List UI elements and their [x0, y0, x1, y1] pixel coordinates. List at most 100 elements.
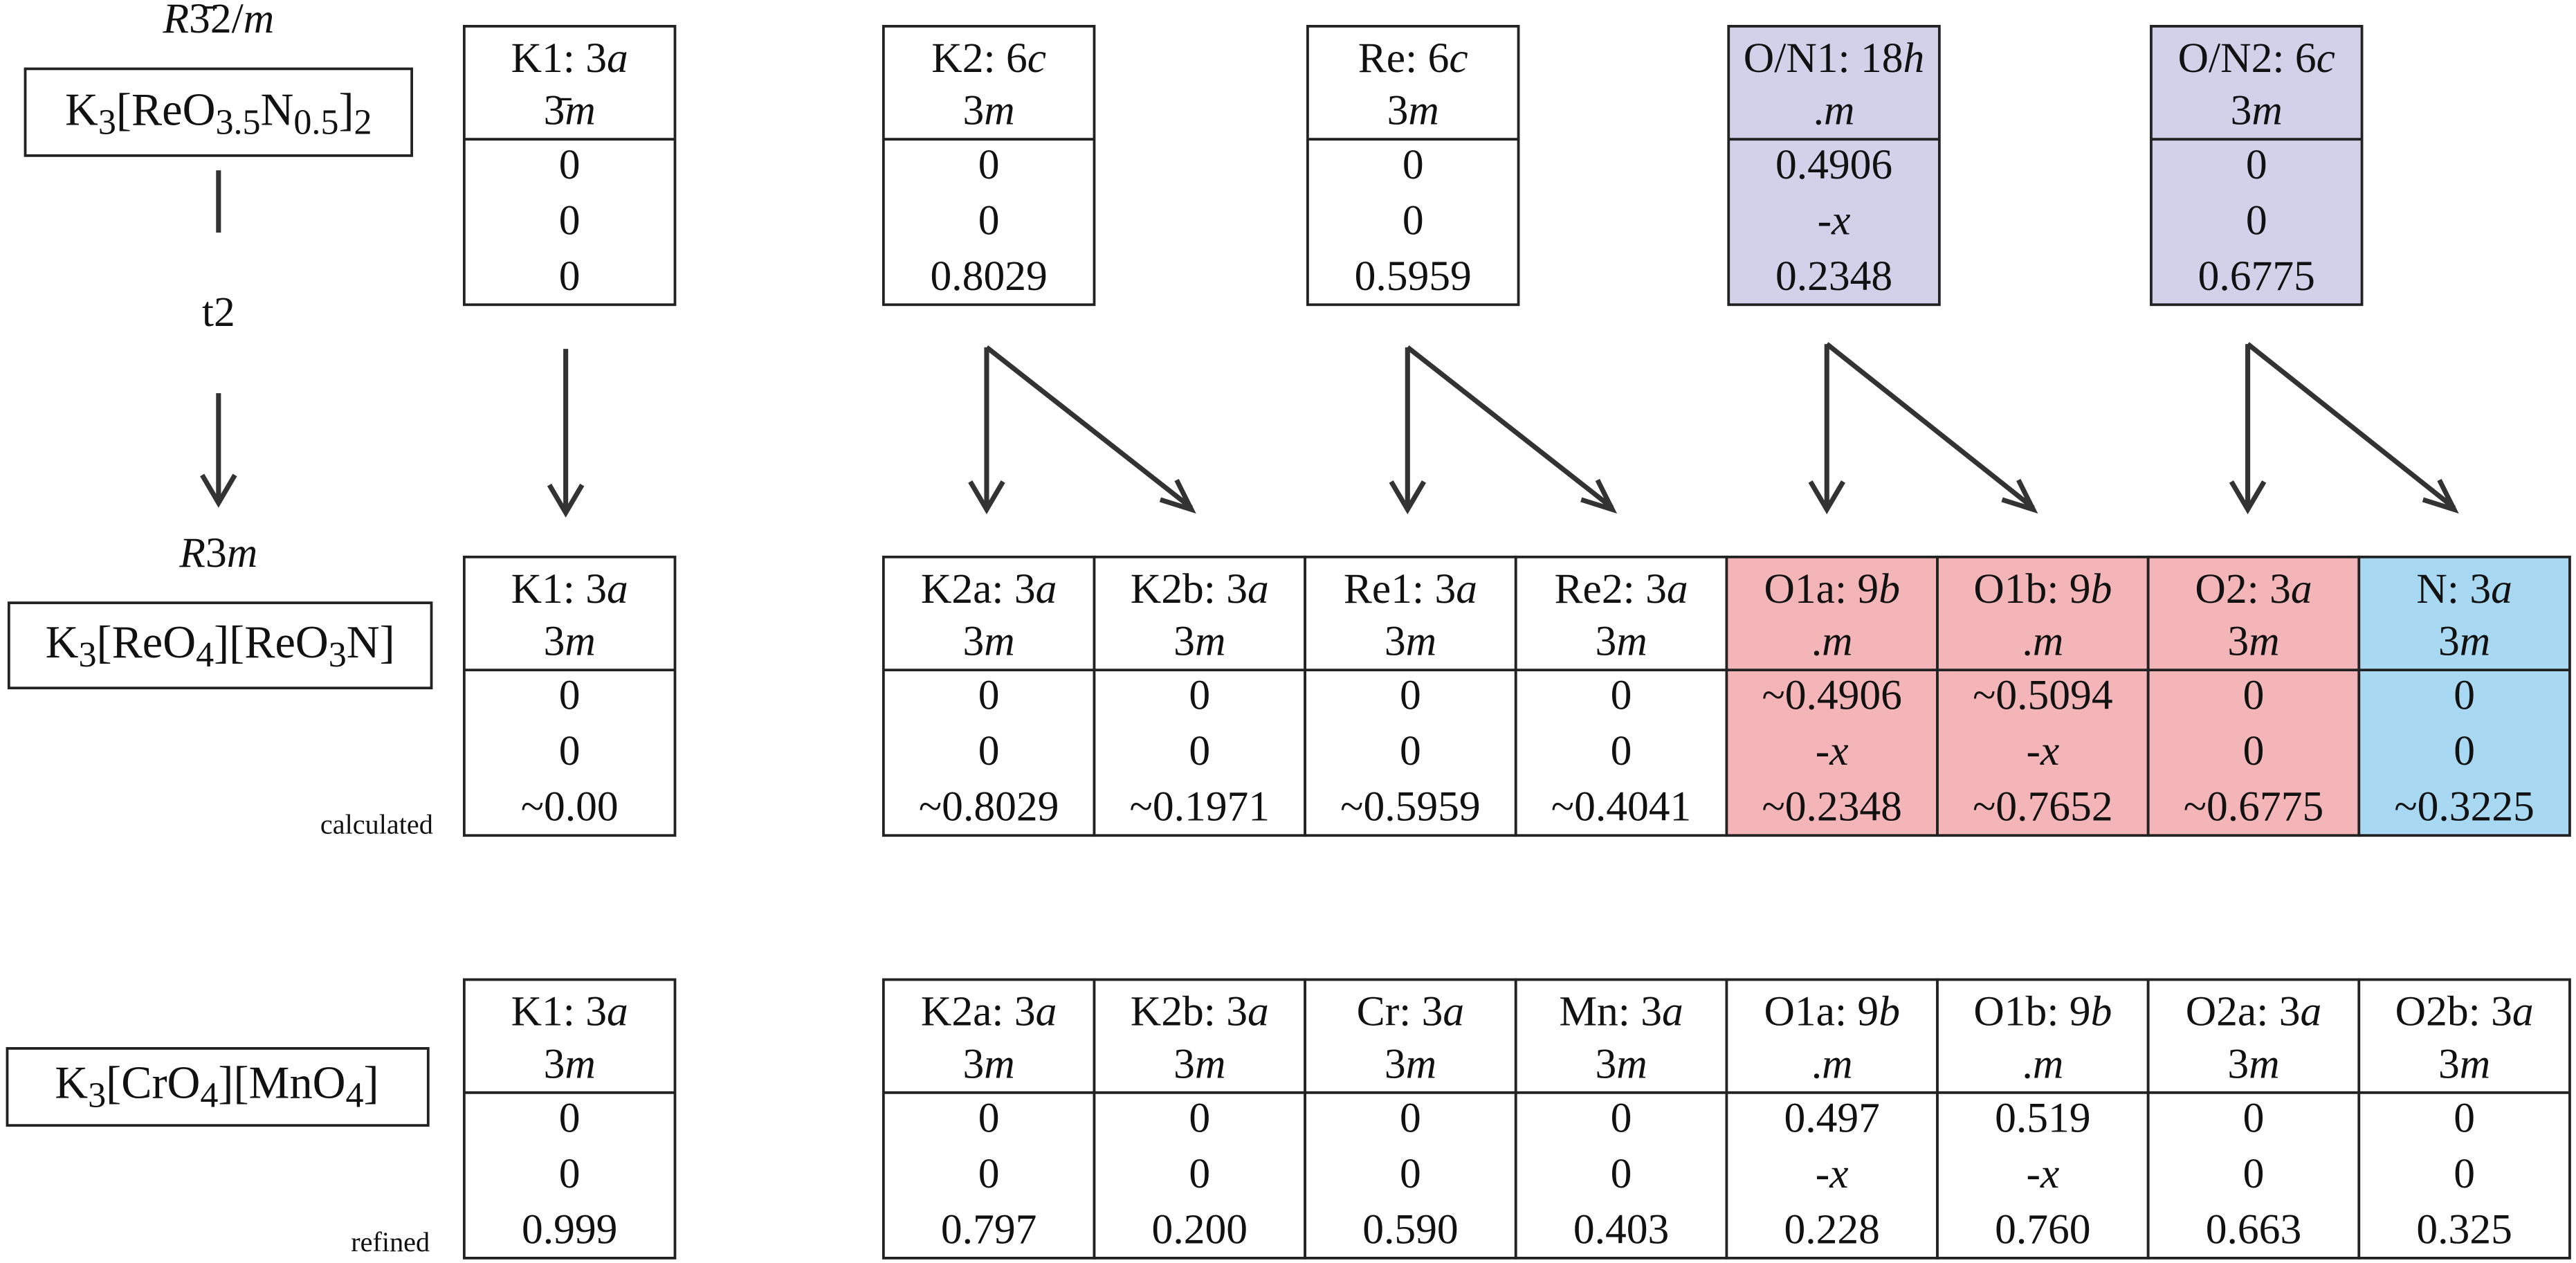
site-cell: [1304, 978, 1517, 1260]
coordinate: 0: [1403, 141, 1424, 188]
coordinate: ~0.2348: [1762, 783, 1902, 830]
coordinate: 0.497: [1784, 1095, 1879, 1142]
coordinate: 0.2348: [1775, 253, 1892, 300]
arrow: [2229, 342, 2459, 515]
site-cell: [881, 24, 1096, 307]
coordinate: -x: [1816, 1150, 1849, 1197]
site-cell: [1514, 555, 1728, 837]
site-symmetry: .m: [2022, 618, 2063, 665]
site-label: O2b: 3a: [2395, 988, 2534, 1035]
coordinate: 0: [559, 672, 581, 719]
compound: K3[ReO3.5N0.5]2: [65, 85, 372, 142]
site-cell: [2146, 555, 2361, 837]
coordinate: 0: [2454, 1150, 2475, 1197]
coordinate: 0.999: [522, 1206, 617, 1253]
coordinate: 0: [1189, 672, 1210, 719]
coordinate: ~0.5959: [1340, 783, 1481, 830]
site-label: Re2: 3a: [1555, 565, 1688, 612]
site-cell: [1514, 978, 1728, 1260]
site-label: O/N1: 18h: [1744, 35, 1925, 82]
coordinate: 0.200: [1152, 1206, 1248, 1253]
coordinate: 0.590: [1362, 1206, 1458, 1253]
coordinate: 0: [559, 727, 581, 774]
site-cell: [462, 978, 677, 1260]
compound: K3[CrO4][MnO4]: [55, 1058, 378, 1115]
site-label: N: 3a: [2416, 565, 2512, 612]
site-cell: [1936, 978, 2150, 1260]
site-label: O/N2: 6c: [2178, 35, 2335, 82]
coordinate: 0.325: [2416, 1206, 2512, 1253]
coordinate: 0: [1403, 197, 1424, 244]
space-group: R3m: [179, 529, 257, 576]
site-cell: [1306, 24, 1520, 307]
compound-box: [24, 67, 414, 157]
coordinate: 0: [1189, 1095, 1210, 1142]
coordinate: 0.519: [1995, 1095, 2090, 1142]
left-column: R3̄2/m K3[ReO3.5N0.5]2 t2 R3m K3[ReO4][R…: [6, 0, 433, 1257]
coordinate: 0.4906: [1775, 141, 1892, 188]
site-label: K2a: 3a: [921, 988, 1057, 1035]
coordinate: 0: [1400, 727, 1421, 774]
arrows: [547, 342, 2459, 518]
site-cell: [2357, 555, 2571, 837]
coordinate: 0.663: [2206, 1206, 2301, 1253]
site-symmetry: 3m: [1173, 618, 1225, 665]
coordinate: -x: [1818, 197, 1851, 244]
coordinate: 0: [2243, 727, 2265, 774]
site-cell: [1093, 555, 1307, 837]
coordinate: 0: [1611, 672, 1632, 719]
site-label: Cr: 3a: [1357, 988, 1465, 1035]
coordinate: 0: [978, 1150, 1000, 1197]
coordinate: 0: [1611, 1150, 1632, 1197]
coordinate: 0: [978, 197, 1000, 244]
coordinate: ~0.00: [521, 783, 619, 830]
site-symmetry: 3m: [2227, 618, 2279, 665]
coordinate: 0.228: [1784, 1206, 1879, 1253]
coordinate: 0.8029: [931, 253, 1048, 300]
site-label: K2a: 3a: [921, 565, 1057, 612]
coordinate: ~0.5094: [1973, 672, 2113, 719]
site-symmetry: 3m: [544, 1040, 596, 1087]
site-symmetry: 3m: [2231, 87, 2283, 134]
coordinate: 0: [978, 141, 1000, 188]
site-symmetry: 3m: [2227, 1040, 2279, 1087]
coordinate: -x: [1816, 727, 1849, 774]
coordinate: 0: [2454, 1095, 2475, 1142]
relation-arrow: [200, 393, 237, 508]
site-row: K1: 3a 3m 0 0 ~0.00 K2a: 3a 3m 0 0 ~0.8029 K2b: 3a…: [462, 555, 2571, 837]
compound-box: [7, 601, 433, 690]
coordinate: 0: [2243, 672, 2265, 719]
arrow: [547, 349, 585, 518]
site-symmetry: 3m: [544, 618, 596, 665]
coordinate: 0: [559, 197, 581, 244]
site-symmetry: 3m: [1595, 1040, 1647, 1087]
coordinate: 0: [1611, 727, 1632, 774]
site-label: O2a: 3a: [2186, 988, 2322, 1035]
compound-box: [6, 1047, 430, 1127]
coordinate: 0: [559, 141, 581, 188]
coordinate: 0: [2454, 672, 2475, 719]
site-cell: [1725, 555, 1939, 837]
coordinate: ~0.7652: [1973, 783, 2113, 830]
coordinate: 0: [1400, 1150, 1421, 1197]
coordinate: ~0.1971: [1130, 783, 1270, 830]
coordinate: 0: [978, 727, 1000, 774]
site-label: K1: 3a: [511, 565, 628, 612]
coordinate: 0: [2246, 141, 2267, 188]
site-row: K1: 3a 3m 0 0 0.999 K2a: 3a 3m 0 0 0.797 K2b: 3a 3m…: [462, 978, 2571, 1260]
site-label: Re: 6c: [1358, 35, 1468, 82]
site-symmetry: 3m: [1387, 87, 1439, 134]
site-label: K2: 6c: [931, 35, 1046, 82]
site-symmetry: 3m: [2438, 618, 2490, 665]
relation: t2: [202, 289, 235, 336]
coordinate: 0: [559, 253, 581, 300]
coordinate: 0.760: [1995, 1206, 2090, 1253]
site-label: Re1: 3a: [1344, 565, 1477, 612]
coordinate: 0.797: [941, 1206, 1036, 1253]
site-symmetry: 3m: [963, 618, 1015, 665]
site-label: Mn: 3a: [1559, 988, 1683, 1035]
site-symmetry: 3̄m: [544, 87, 596, 134]
site-symmetry: 3m: [1385, 618, 1436, 665]
site-label: O1b: 9b: [1973, 988, 2112, 1035]
